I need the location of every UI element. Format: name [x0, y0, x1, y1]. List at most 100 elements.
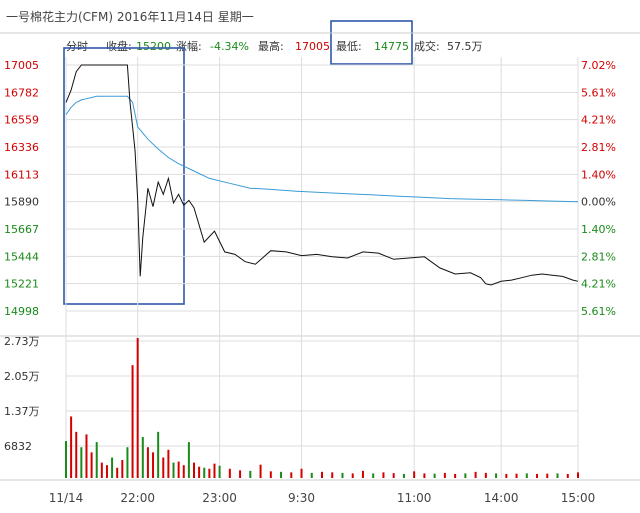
price-tick-label: 15444: [4, 250, 39, 263]
volume-bar: [131, 365, 134, 478]
low-value: 14775: [374, 40, 409, 53]
price-tick-label: 15221: [4, 278, 39, 291]
volume-bar: [505, 473, 508, 478]
volume-bar: [495, 473, 498, 478]
pct-tick-label: 7.02%: [581, 59, 616, 72]
volume-bar: [65, 441, 67, 478]
volume-bar: [392, 473, 395, 478]
high-label: 最高:: [258, 39, 284, 53]
price-tick-label: 16336: [4, 141, 39, 154]
volume-tick-label: 2.73万: [4, 335, 40, 348]
volume-bar: [443, 472, 446, 478]
price-tick-label: 15667: [4, 223, 39, 236]
volume-bar: [85, 434, 88, 478]
change-value: -4.34%: [210, 40, 249, 53]
volume-value: 57.5万: [447, 40, 483, 53]
volume-bar: [546, 473, 549, 478]
pct-tick-label: 4.21%: [581, 114, 616, 127]
volume-bar: [157, 431, 160, 478]
volume-label: 成交:: [414, 39, 440, 53]
volume-bar: [182, 465, 185, 478]
volume-bar: [536, 473, 539, 478]
volume-bar: [172, 462, 175, 478]
volume-bar: [80, 447, 83, 478]
pct-tick-label: 5.61%: [581, 86, 616, 99]
price-tick-label: 15890: [4, 196, 39, 209]
volume-bar: [556, 473, 559, 478]
volume-bar: [402, 473, 405, 478]
volume-bar: [146, 447, 149, 478]
price-axis-right: 7.02% 5.61% 4.21% 2.81% 1.40% 0.00% 1.40% 2.81%…: [581, 59, 616, 318]
volume-bar: [454, 473, 457, 478]
volume-bar: [433, 473, 436, 478]
volume-bar: [116, 467, 119, 478]
volume-bar: [515, 473, 518, 478]
volume-bar: [239, 470, 242, 478]
volume-bar: [423, 473, 426, 478]
volume-bar: [484, 472, 487, 478]
volume-bar: [136, 338, 139, 478]
volume-bar: [75, 431, 78, 478]
time-tick-label: 9:30: [288, 491, 315, 505]
volume-tick-label: 2.05万: [4, 370, 40, 383]
volume-bar: [213, 463, 216, 478]
time-axis: 11/14 22:00 23:00 9:30 11:00 14:00 15:00: [49, 491, 596, 505]
price-tick-label: 16782: [4, 86, 39, 99]
header-stats: 分时 收盘: 15200 涨幅: -4.34% 最高: 17005 最低: 14…: [66, 39, 483, 53]
pct-tick-label: 4.21%: [581, 278, 616, 291]
chart-title: 一号棉花主力(CFM) 2016年11月14日 星期一: [6, 9, 254, 24]
volume-bar: [280, 471, 283, 478]
volume-bar: [464, 473, 467, 478]
volume-bar: [198, 466, 201, 478]
volume-bar: [152, 452, 155, 478]
low-highlight-box: [330, 20, 413, 65]
pct-tick-label: 1.40%: [581, 223, 616, 236]
volume-bar: [413, 471, 416, 478]
volume-bar: [525, 473, 528, 478]
volume-bar: [228, 468, 231, 478]
time-tick-label: 22:00: [120, 491, 155, 505]
price-tick-label: 14998: [4, 305, 39, 318]
price-tick-label: 16113: [4, 168, 39, 181]
volume-bar: [177, 461, 180, 478]
volume-bar: [162, 457, 165, 478]
volume-bar: [126, 447, 129, 478]
pct-tick-label: 2.81%: [581, 250, 616, 263]
change-label: 涨幅:: [176, 40, 202, 53]
volume-tick-label: 1.37万: [4, 405, 40, 418]
volume-bar: [290, 472, 293, 478]
volume-bar: [218, 465, 221, 478]
pct-tick-label: 1.40%: [581, 168, 616, 181]
close-value: 15200: [136, 40, 171, 53]
volume-bar: [111, 457, 114, 478]
volume-bar: [382, 472, 385, 478]
time-tick-label: 14:00: [484, 491, 519, 505]
volume-bar: [331, 472, 334, 478]
mode-label[interactable]: 分时: [66, 40, 88, 53]
volume-bar: [100, 462, 103, 478]
volume-bar: [70, 416, 73, 478]
volume-bar: [474, 471, 477, 478]
volume-bar: [321, 471, 323, 478]
price-tick-label: 16559: [4, 114, 39, 127]
volume-bar: [300, 468, 303, 478]
time-tick-label: 15:00: [561, 491, 596, 505]
opening-highlight-box: [63, 47, 185, 305]
volume-bar: [208, 468, 211, 478]
pct-tick-label: 5.61%: [581, 305, 616, 318]
volume-bar: [259, 464, 262, 478]
volume-bar: [361, 470, 364, 478]
volume-bar: [141, 436, 144, 478]
time-tick-label: 11:00: [397, 491, 432, 505]
time-tick-label: 23:00: [202, 491, 237, 505]
high-value: 17005: [295, 40, 330, 53]
low-label: 最低:: [336, 40, 362, 53]
time-tick-label: 11/14: [49, 491, 84, 505]
volume-bar: [249, 470, 252, 478]
volume-bar: [95, 442, 98, 478]
volume-bar: [167, 449, 170, 478]
volume-bar: [121, 460, 124, 478]
grid: [0, 32, 640, 481]
volume-bar: [193, 462, 195, 478]
